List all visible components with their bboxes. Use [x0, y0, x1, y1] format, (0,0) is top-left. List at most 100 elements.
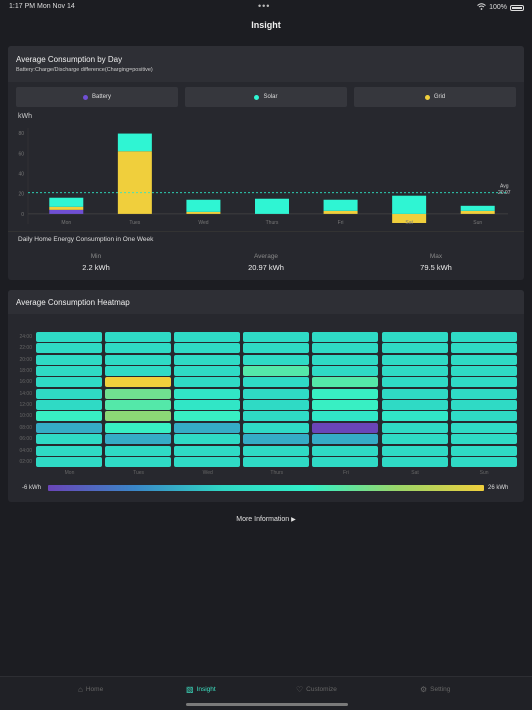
heatmap-cell[interactable] [105, 456, 172, 467]
legend-battery-button[interactable]: Battery [16, 87, 178, 107]
tab-setting[interactable]: ⚙ Setting [420, 685, 450, 694]
heatmap-cell[interactable] [174, 445, 241, 456]
divider [8, 231, 524, 232]
heatmap-cell[interactable] [381, 400, 448, 411]
heatmap-cell[interactable] [312, 422, 379, 433]
legend-solar-label: Solar [263, 94, 278, 100]
heatmap-cell[interactable] [243, 400, 310, 411]
heatmap-cell[interactable] [105, 388, 172, 399]
heatmap-cell[interactable] [174, 422, 241, 433]
heatmap-cell[interactable] [312, 332, 379, 342]
heatmap-cell[interactable] [312, 366, 379, 377]
heatmap-cell[interactable] [36, 422, 102, 433]
heatmap-cell[interactable] [312, 411, 379, 422]
home-indicator[interactable] [186, 703, 348, 706]
heatmap-cell[interactable] [105, 422, 172, 433]
heatmap-cell[interactable] [174, 366, 241, 377]
tab-insight[interactable]: ▧ Insight [186, 685, 216, 694]
heatmap-cell[interactable] [312, 377, 379, 388]
heatmap-cell[interactable] [174, 377, 241, 388]
heatmap-cell[interactable] [312, 354, 379, 365]
heatmap-cell[interactable] [36, 411, 102, 422]
heatmap-cell[interactable] [105, 354, 172, 365]
more-information-link[interactable]: More Information ▶ [0, 516, 532, 523]
heatmap-cell[interactable] [243, 366, 310, 377]
legend-grid-button[interactable]: Grid [354, 87, 516, 107]
heatmap-cell[interactable] [312, 445, 379, 456]
heatmap-cell[interactable] [36, 445, 102, 456]
heatmap-cell[interactable] [243, 422, 310, 433]
heatmap-cell[interactable] [174, 388, 241, 399]
heatmap-cell[interactable] [381, 388, 448, 399]
tab-home[interactable]: ⌂ Home [78, 685, 103, 694]
heatmap-cell[interactable] [174, 343, 241, 354]
heatmap-cell[interactable] [105, 366, 172, 377]
heatmap-cell[interactable] [381, 434, 448, 445]
heatmap-cell[interactable] [36, 377, 102, 388]
heatmap-cell[interactable] [381, 343, 448, 354]
heatmap-cell[interactable] [450, 411, 517, 422]
heatmap-cell[interactable] [381, 366, 448, 377]
heatmap-cell[interactable] [450, 343, 517, 354]
heatmap-cell[interactable] [450, 366, 517, 377]
heatmap-cell[interactable] [450, 434, 517, 445]
consumption-card-subtitle: Battery:Charge/Discharge difference(Char… [16, 67, 153, 73]
legend-solar-button[interactable]: Solar [185, 87, 347, 107]
heatmap-cell[interactable] [174, 400, 241, 411]
heatmap-cell[interactable] [381, 411, 448, 422]
heatmap-cell[interactable] [312, 343, 379, 354]
heatmap-cell[interactable] [243, 445, 310, 456]
heatmap-cell[interactable] [36, 434, 102, 445]
heatmap-cell[interactable] [105, 343, 172, 354]
heatmap-cell[interactable] [174, 332, 241, 342]
heatmap-cell[interactable] [243, 377, 310, 388]
heatmap-cell[interactable] [381, 377, 448, 388]
heatmap-cell[interactable] [450, 332, 517, 342]
heatmap-cell[interactable] [450, 445, 517, 456]
heatmap-cell[interactable] [312, 456, 379, 467]
heatmap-cell[interactable] [450, 456, 517, 467]
heatmap-cell[interactable] [174, 354, 241, 365]
heatmap-cell[interactable] [450, 354, 517, 365]
heatmap-cell[interactable] [450, 377, 517, 388]
heatmap-cell[interactable] [381, 332, 448, 342]
heatmap-cell[interactable] [450, 400, 517, 411]
heatmap-cell[interactable] [36, 366, 102, 377]
heatmap-cell[interactable] [105, 377, 172, 388]
heatmap-cell[interactable] [105, 400, 172, 411]
heatmap-cell[interactable] [36, 400, 102, 411]
heatmap-cell[interactable] [243, 434, 310, 445]
heatmap-cell[interactable] [312, 400, 379, 411]
heatmap-cell[interactable] [174, 411, 241, 422]
heatmap-cell[interactable] [450, 422, 517, 433]
heatmap-cell[interactable] [450, 388, 517, 399]
multitask-dots[interactable]: ••• [258, 1, 271, 11]
heatmap-cell[interactable] [381, 456, 448, 467]
heatmap-cell[interactable] [243, 354, 310, 365]
heatmap-cell[interactable] [105, 434, 172, 445]
tab-customize[interactable]: ♡ Customize [296, 685, 337, 694]
heatmap-cell[interactable] [243, 388, 310, 399]
heatmap-cell[interactable] [36, 343, 102, 354]
heatmap-cell[interactable] [381, 422, 448, 433]
heatmap-cell[interactable] [174, 456, 241, 467]
heatmap-cell[interactable] [243, 343, 310, 354]
heatmap-cell[interactable] [243, 456, 310, 467]
heatmap-cell[interactable] [36, 332, 102, 342]
heatmap-cell[interactable] [243, 332, 310, 342]
heatmap-cell[interactable] [36, 354, 102, 365]
heatmap-cell[interactable] [381, 445, 448, 456]
grid-dot-icon [424, 94, 430, 100]
heatmap-cell[interactable] [36, 388, 102, 399]
heatmap-cell[interactable] [243, 411, 310, 422]
heatmap-cell[interactable] [105, 445, 172, 456]
heatmap-cell[interactable] [36, 456, 102, 467]
stat-average-label: Average [253, 253, 279, 260]
bar-grid-tues [117, 151, 152, 214]
heatmap-cell[interactable] [381, 354, 448, 365]
heatmap-cell[interactable] [312, 434, 379, 445]
heatmap-cell[interactable] [312, 388, 379, 399]
heatmap-cell[interactable] [105, 411, 172, 422]
heatmap-cell[interactable] [105, 332, 172, 342]
heatmap-cell[interactable] [174, 434, 241, 445]
